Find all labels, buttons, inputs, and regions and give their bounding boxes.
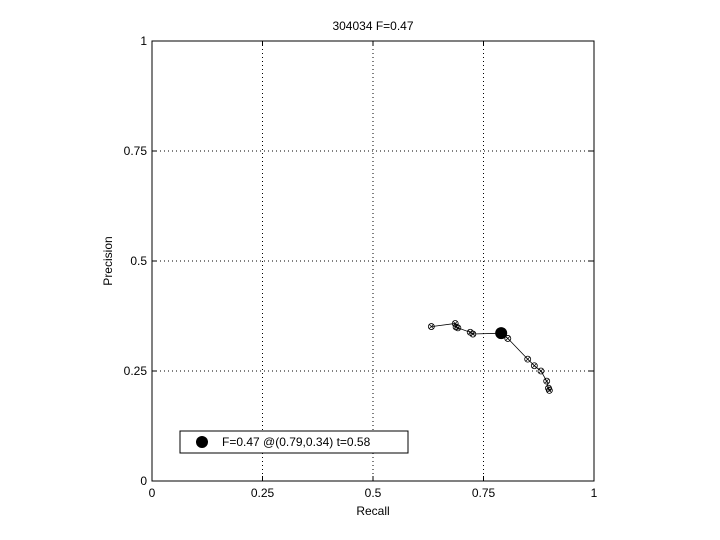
chart-title: 304034 F=0.47 [332,19,413,33]
x-tick-label: 0.75 [472,486,496,500]
data-point [530,362,538,370]
y-tick-label: 1 [140,34,147,48]
axis-ticks: 0 0.25 0.5 0.75 1 0 0.25 0.5 0.75 1 [124,34,598,500]
series-polyline [431,323,550,391]
y-axis-label: Precision [101,236,115,285]
x-tick-label: 0 [149,486,156,500]
best-f-point [495,327,508,340]
series-line [427,320,553,394]
data-point [504,335,512,342]
data-point [427,323,435,330]
data-point [537,367,545,375]
y-tick-label: 0.25 [124,364,148,378]
data-point [545,386,553,394]
x-tick-label: 1 [591,486,598,500]
legend-box [179,430,409,454]
legend: F=0.47 @(0.79,0.34) t=0.58 [179,430,409,454]
x-tick-label: 0.5 [365,486,382,500]
y-tick-label: 0.75 [124,144,148,158]
data-point [524,355,532,363]
x-tick-label: 0.25 [251,486,275,500]
y-tick-label: 0.5 [130,254,147,268]
grid-lines [152,41,594,481]
x-axis-label: Recall [356,504,389,518]
y-tick-label: 0 [140,474,147,488]
legend-marker [196,436,208,448]
data-point [543,377,551,385]
data-point [469,330,477,338]
legend-label: F=0.47 @(0.79,0.34) t=0.58 [222,435,371,449]
data-point [454,324,462,332]
